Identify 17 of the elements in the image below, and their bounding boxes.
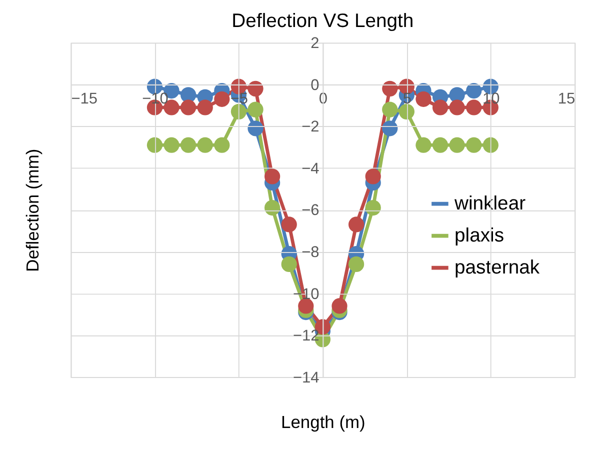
y-tick-label: 0: [310, 76, 320, 94]
y-tick-label: −4: [302, 160, 320, 178]
legend-label: winklear: [453, 192, 526, 215]
y-tick-label: −6: [302, 202, 320, 220]
x-axis-title: Length (m): [281, 412, 366, 432]
legend-label: plaxis: [454, 224, 504, 247]
y-tick-label: −12: [293, 328, 320, 345]
x-tick-label: −15: [71, 90, 98, 108]
y-tick-label: −2: [302, 118, 320, 136]
x-tick-label: −10: [142, 90, 169, 108]
y-tick-label: −8: [302, 244, 320, 261]
chart-title: Deflection VS Length: [232, 10, 414, 32]
y-tick-label: −14: [293, 369, 320, 386]
y-axis-title: Deflection (mm): [22, 148, 42, 272]
legend-label: pasternak: [454, 256, 540, 279]
x-tick-label: 15: [558, 90, 576, 108]
y-tick-label: 2: [310, 35, 320, 52]
